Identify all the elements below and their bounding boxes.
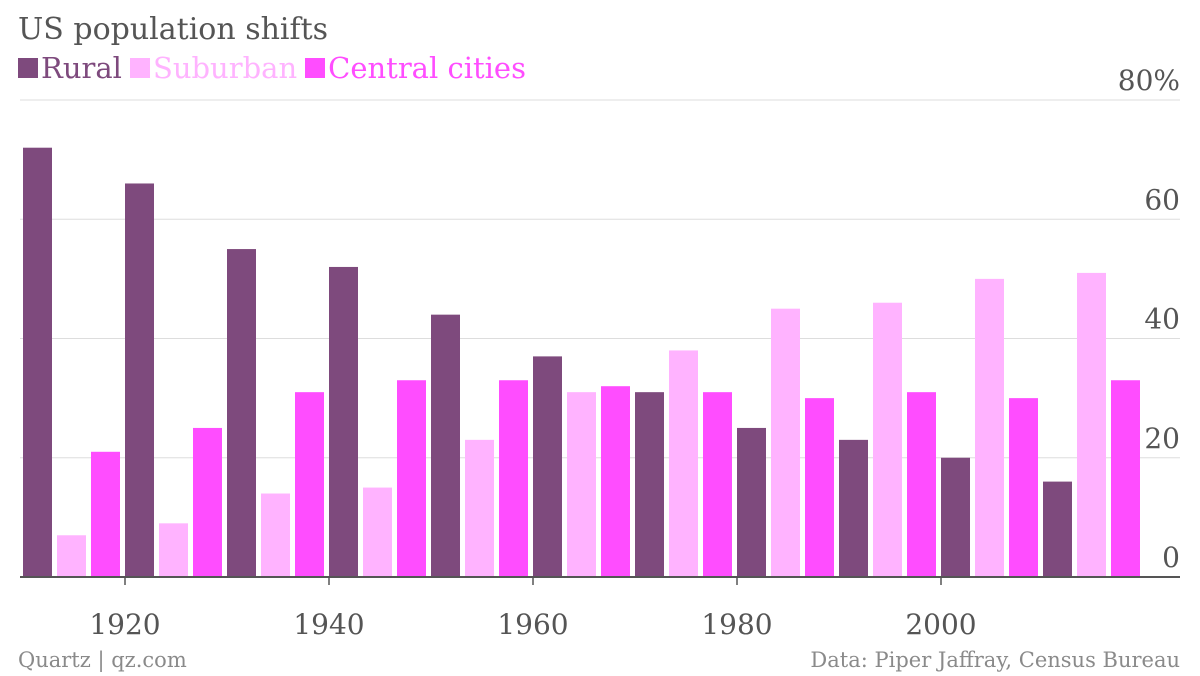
bar-central-cities-1920 bbox=[193, 427, 222, 577]
y-tick-label: 20 bbox=[1144, 422, 1180, 455]
bar-suburban-1920 bbox=[159, 523, 188, 577]
bar-suburban-1970 bbox=[669, 350, 698, 577]
legend-label-suburban: Suburban bbox=[152, 51, 298, 85]
bar-suburban-1950 bbox=[465, 439, 494, 577]
chart-legend: Rural Suburban Central cities bbox=[18, 50, 534, 86]
x-tick-label: 1940 bbox=[293, 608, 364, 641]
bar-rural-1960 bbox=[533, 356, 562, 577]
bar-rural-1920 bbox=[125, 183, 154, 577]
bar-central-cities-2000 bbox=[1009, 398, 1038, 577]
bar-suburban-1960 bbox=[567, 392, 596, 577]
y-axis-ticks: 0 20 40 60 80% bbox=[1118, 64, 1180, 574]
x-tick-label: 2000 bbox=[905, 608, 976, 641]
bar-suburban-1910 bbox=[57, 535, 86, 577]
footer-source-left: Quartz | qz.com bbox=[18, 648, 187, 672]
bar-suburban-2000 bbox=[975, 278, 1004, 577]
bar-central-cities-2010 bbox=[1111, 380, 1140, 577]
footer-source-right: Data: Piper Jaffray, Census Bureau bbox=[810, 648, 1180, 672]
bar-rural-1990 bbox=[839, 439, 868, 577]
legend-label-rural: Rural bbox=[41, 51, 122, 85]
y-tick-label: 80% bbox=[1118, 64, 1180, 97]
bar-central-cities-1970 bbox=[703, 392, 732, 577]
legend-label-central-cities: Central cities bbox=[328, 51, 526, 85]
bar-suburban-1930 bbox=[261, 493, 290, 577]
bar-rural-1910 bbox=[23, 147, 52, 577]
bar-rural-1940 bbox=[329, 266, 358, 577]
y-tick-label: 60 bbox=[1144, 183, 1180, 216]
x-tick-label: 1920 bbox=[89, 608, 160, 641]
bar-rural-2000 bbox=[941, 457, 970, 577]
bar-central-cities-1980 bbox=[805, 398, 834, 577]
legend-swatch-central-cities bbox=[305, 58, 326, 78]
x-axis-ticks: 1920 1940 1960 1980 2000 bbox=[89, 577, 977, 641]
bars bbox=[23, 147, 1140, 577]
y-tick-label: 40 bbox=[1144, 303, 1180, 336]
bar-rural-1950 bbox=[431, 314, 460, 577]
bar-rural-2010 bbox=[1043, 481, 1072, 577]
legend-item-suburban: Suburban bbox=[129, 51, 298, 85]
bar-central-cities-1930 bbox=[295, 392, 324, 577]
bar-rural-1970 bbox=[635, 392, 664, 577]
bar-rural-1980 bbox=[737, 427, 766, 577]
legend-swatch-rural bbox=[18, 58, 38, 78]
bar-central-cities-1990 bbox=[907, 392, 936, 577]
x-tick-label: 1960 bbox=[497, 608, 568, 641]
bar-central-cities-1950 bbox=[499, 380, 528, 577]
gridlines bbox=[20, 99, 1180, 459]
legend-swatch-suburban bbox=[129, 58, 150, 78]
x-tick-label: 1980 bbox=[701, 608, 772, 641]
legend-item-central-cities: Central cities bbox=[305, 51, 526, 85]
bar-suburban-1940 bbox=[363, 487, 392, 577]
legend-item-rural: Rural bbox=[18, 51, 122, 85]
bar-central-cities-1960 bbox=[601, 386, 630, 577]
bar-central-cities-1940 bbox=[397, 380, 426, 577]
bar-central-cities-1910 bbox=[91, 451, 120, 577]
chart-title: US population shifts bbox=[18, 12, 329, 47]
bar-rural-1930 bbox=[227, 249, 256, 577]
y-tick-label: 0 bbox=[1162, 541, 1180, 574]
bar-suburban-1980 bbox=[771, 308, 800, 577]
bar-suburban-2010 bbox=[1077, 272, 1106, 577]
bar-suburban-1990 bbox=[873, 302, 902, 577]
